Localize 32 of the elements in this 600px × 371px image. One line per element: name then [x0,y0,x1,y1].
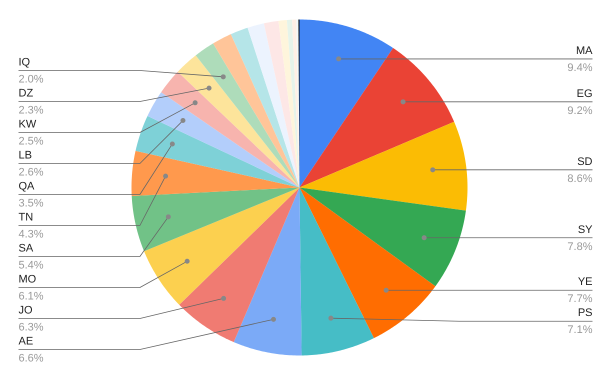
slice-label: KW [18,118,37,130]
slice-label: AE [18,336,34,348]
data-label: 9.4% [567,62,593,74]
slice-label: TN [18,212,34,224]
data-label: 6.3% [18,322,44,334]
data-label: 2.5% [18,136,44,148]
slice-label: PS [578,307,593,320]
data-label: 7.7% [567,293,593,306]
data-label: 6.6% [18,352,44,364]
slice-label: DZ [18,88,34,100]
data-label: 9.2% [567,104,593,117]
slice-label: LB [18,150,32,162]
data-label: 7.8% [567,240,593,253]
slice-label: SA [18,242,34,254]
slice-label: MO [18,274,37,286]
slice-label: IQ [18,56,31,68]
data-label: 2.3% [18,104,44,116]
data-label: 5.4% [18,260,44,272]
slice-label: QA [18,180,36,192]
slice-label: YE [578,276,593,288]
data-label: 2.6% [18,166,44,178]
slice-label: EG [576,88,593,100]
slice-label: SD [577,156,593,168]
slice-label: MA [576,44,594,57]
data-label: 4.3% [18,228,44,240]
slice-label: JO [18,304,33,316]
slice-label: SY [578,224,594,236]
data-label: 6.1% [18,290,44,302]
data-label: 3.5% [18,198,44,210]
data-label: 8.6% [567,172,593,185]
data-label: 2.0% [18,74,44,86]
data-label: 7.1% [567,324,593,336]
